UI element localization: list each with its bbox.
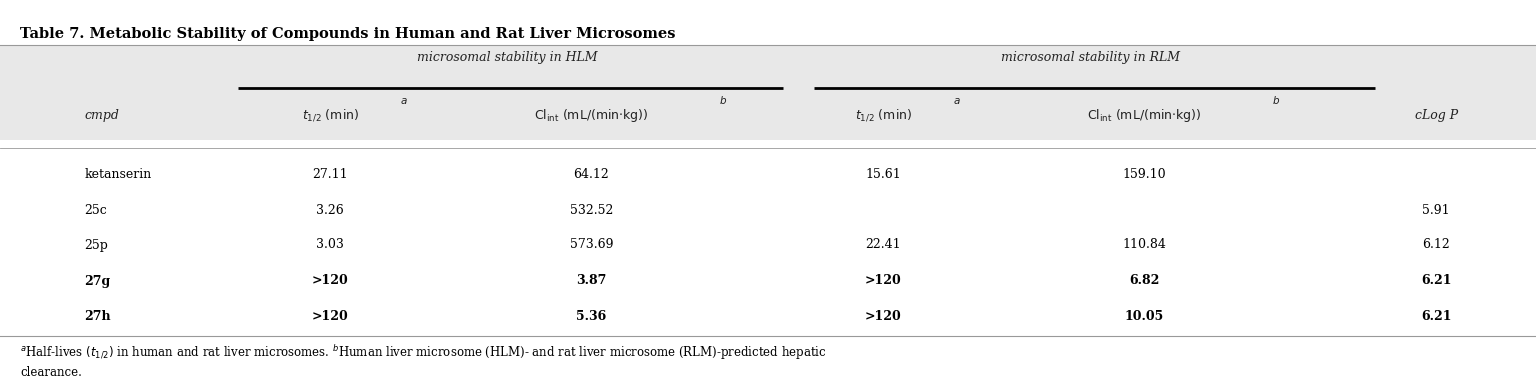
Text: ketanserin: ketanserin [84,167,152,181]
Text: 10.05: 10.05 [1124,311,1164,324]
Text: 27g: 27g [84,275,111,288]
Text: microsomal stability in HLM: microsomal stability in HLM [416,50,598,63]
Text: 27h: 27h [84,311,111,324]
Text: 64.12: 64.12 [573,167,610,181]
Text: Table 7. Metabolic Stability of Compounds in Human and Rat Liver Microsomes: Table 7. Metabolic Stability of Compound… [20,27,676,41]
Text: >120: >120 [865,275,902,288]
Text: $^{a}$Half-lives $(t_{1/2})$ in human and rat liver microsomes. $^{b}$Human live: $^{a}$Half-lives $(t_{1/2})$ in human an… [20,344,826,363]
Text: 25p: 25p [84,238,109,251]
Text: 6.21: 6.21 [1421,275,1452,288]
Text: clearance.: clearance. [20,366,81,379]
Text: 22.41: 22.41 [865,238,902,251]
Text: 25c: 25c [84,204,108,217]
Text: 6.12: 6.12 [1422,238,1450,251]
Text: $t_{1/2}$ $(\mathrm{min})$: $t_{1/2}$ $(\mathrm{min})$ [301,107,359,123]
Text: >120: >120 [312,275,349,288]
Text: $\mathrm{Cl_{int}}$ $\mathrm{(mL/(min{\cdot}kg))}$: $\mathrm{Cl_{int}}$ $\mathrm{(mL/(min{\c… [1087,107,1201,123]
Text: >120: >120 [312,311,349,324]
Text: 15.61: 15.61 [865,167,902,181]
Text: 27.11: 27.11 [312,167,349,181]
Text: >120: >120 [865,311,902,324]
Text: $a$: $a$ [401,96,409,106]
Text: 110.84: 110.84 [1123,238,1166,251]
Text: 3.03: 3.03 [316,238,344,251]
Text: 573.69: 573.69 [570,238,613,251]
Text: cLog P: cLog P [1415,108,1458,121]
Text: 532.52: 532.52 [570,204,613,217]
Text: 6.82: 6.82 [1129,275,1160,288]
Text: $b$: $b$ [1272,94,1281,106]
Text: 6.21: 6.21 [1421,311,1452,324]
Text: 5.36: 5.36 [576,311,607,324]
Text: 159.10: 159.10 [1123,167,1166,181]
Text: $b$: $b$ [719,94,728,106]
Text: 3.87: 3.87 [576,275,607,288]
Text: $t_{1/2}$ $(\mathrm{min})$: $t_{1/2}$ $(\mathrm{min})$ [854,107,912,123]
Text: microsomal stability in RLM: microsomal stability in RLM [1001,50,1180,63]
Text: $\mathrm{Cl_{int}}$ $\mathrm{(mL/(min{\cdot}kg))}$: $\mathrm{Cl_{int}}$ $\mathrm{(mL/(min{\c… [535,107,648,123]
Text: $a$: $a$ [954,96,962,106]
Text: 3.26: 3.26 [316,204,344,217]
Text: 5.91: 5.91 [1422,204,1450,217]
Bar [0,45,1536,140]
Text: cmpd: cmpd [84,108,120,121]
